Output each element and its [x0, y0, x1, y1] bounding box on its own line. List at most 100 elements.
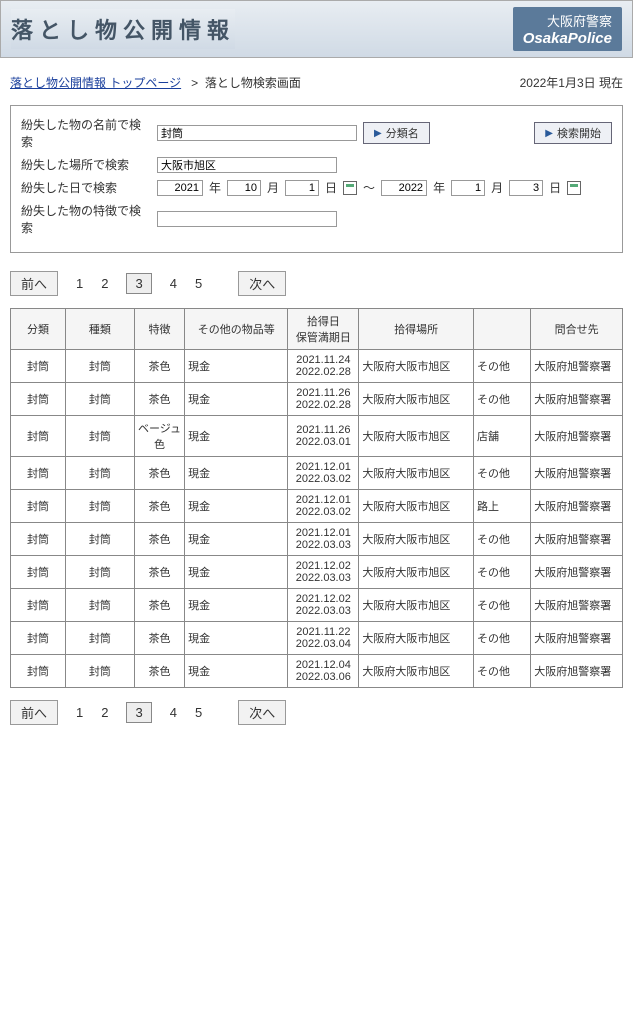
table-row: 封筒封筒茶色現金2021.11.26 2022.02.28大阪府大阪市旭区その他… — [11, 383, 623, 416]
breadcrumb-current: 落とし物検索画面 — [205, 76, 301, 90]
table-header: 種類 — [66, 309, 135, 350]
calendar-icon[interactable] — [567, 181, 581, 195]
page-4[interactable]: 4 — [170, 705, 177, 720]
date-tilde: ～ — [363, 179, 375, 196]
table-header — [473, 309, 530, 350]
cell-cat: 封筒 — [11, 589, 66, 622]
search-feature-label: 紛失した物の特徴で検索 — [21, 202, 151, 236]
page-2[interactable]: 2 — [101, 276, 108, 291]
category-button[interactable]: ▶ 分類名 — [363, 122, 430, 144]
calendar-icon[interactable] — [343, 181, 357, 195]
cell-type: 封筒 — [66, 589, 135, 622]
cell-contact: 大阪府旭警察署 — [531, 350, 623, 383]
pagination-top: 前へ 1 2 3 4 5 次へ — [0, 265, 633, 302]
page-4[interactable]: 4 — [170, 276, 177, 291]
cell-date: 2021.11.22 2022.03.04 — [288, 622, 359, 655]
to-day-input[interactable] — [509, 180, 543, 196]
cell-date: 2021.12.01 2022.03.02 — [288, 490, 359, 523]
cell-cat: 封筒 — [11, 655, 66, 688]
table-row: 封筒封筒茶色現金2021.12.01 2022.03.02大阪府大阪市旭区その他… — [11, 457, 623, 490]
table-row: 封筒封筒ベージュ色現金2021.11.26 2022.03.01大阪府大阪市旭区… — [11, 416, 623, 457]
cell-date: 2021.12.02 2022.03.03 — [288, 589, 359, 622]
table-row: 封筒封筒茶色現金2021.12.02 2022.03.03大阪府大阪市旭区その他… — [11, 556, 623, 589]
arrow-icon: ▶ — [374, 128, 382, 139]
cell-cat: 封筒 — [11, 490, 66, 523]
month-suffix: 月 — [491, 179, 503, 196]
breadcrumb: 落とし物公開情報 トップページ > 落とし物検索画面 2022年1月3日 現在 — [0, 68, 633, 97]
table-header: その他の物品等 — [185, 309, 288, 350]
cell-type: 封筒 — [66, 490, 135, 523]
cell-other: 現金 — [185, 350, 288, 383]
to-year-input[interactable] — [381, 180, 427, 196]
org-en: OsakaPolice — [523, 30, 612, 47]
cell-loc: 大阪府大阪市旭区 — [359, 523, 474, 556]
search-form: 紛失した物の名前で検索 ▶分類名 ▶検索開始 紛失した場所で検索 紛失した日で検… — [10, 105, 623, 253]
cell-found: その他 — [473, 350, 530, 383]
search-feature-input[interactable] — [157, 211, 337, 227]
search-name-input[interactable] — [157, 125, 357, 141]
search-date-label: 紛失した日で検索 — [21, 179, 151, 196]
cell-cat: 封筒 — [11, 523, 66, 556]
cell-cat: 封筒 — [11, 383, 66, 416]
cell-date: 2021.11.26 2022.03.01 — [288, 416, 359, 457]
cell-feat: 茶色 — [134, 490, 184, 523]
cell-loc: 大阪府大阪市旭区 — [359, 655, 474, 688]
cell-loc: 大阪府大阪市旭区 — [359, 416, 474, 457]
year-suffix: 年 — [433, 179, 445, 196]
to-month-input[interactable] — [451, 180, 485, 196]
breadcrumb-sep: > — [191, 76, 198, 90]
from-year-input[interactable] — [157, 180, 203, 196]
cell-feat: 茶色 — [134, 655, 184, 688]
cell-contact: 大阪府旭警察署 — [531, 655, 623, 688]
cell-loc: 大阪府大阪市旭区 — [359, 490, 474, 523]
from-month-input[interactable] — [227, 180, 261, 196]
cell-found: その他 — [473, 556, 530, 589]
table-header: 特徴 — [134, 309, 184, 350]
search-start-button[interactable]: ▶検索開始 — [534, 122, 612, 144]
month-suffix: 月 — [267, 179, 279, 196]
cell-contact: 大阪府旭警察署 — [531, 416, 623, 457]
cell-feat: 茶色 — [134, 383, 184, 416]
cell-contact: 大阪府旭警察署 — [531, 589, 623, 622]
category-button-label: 分類名 — [386, 125, 419, 141]
cell-loc: 大阪府大阪市旭区 — [359, 457, 474, 490]
cell-other: 現金 — [185, 622, 288, 655]
year-suffix: 年 — [209, 179, 221, 196]
page-3[interactable]: 3 — [126, 273, 151, 294]
cell-loc: 大阪府大阪市旭区 — [359, 383, 474, 416]
page-5[interactable]: 5 — [195, 705, 202, 720]
cell-cat: 封筒 — [11, 416, 66, 457]
cell-cat: 封筒 — [11, 457, 66, 490]
table-header: 拾得日 保管満期日 — [288, 309, 359, 350]
day-suffix: 日 — [549, 179, 561, 196]
page-5[interactable]: 5 — [195, 276, 202, 291]
breadcrumb-top-link[interactable]: 落とし物公開情報 トップページ — [10, 76, 181, 90]
cell-other: 現金 — [185, 383, 288, 416]
page-1[interactable]: 1 — [76, 276, 83, 291]
cell-type: 封筒 — [66, 416, 135, 457]
pagination-bottom: 前へ 1 2 3 4 5 次へ — [0, 694, 633, 731]
prev-button[interactable]: 前へ — [10, 700, 58, 725]
cell-type: 封筒 — [66, 383, 135, 416]
cell-cat: 封筒 — [11, 556, 66, 589]
cell-contact: 大阪府旭警察署 — [531, 556, 623, 589]
table-row: 封筒封筒茶色現金2021.12.01 2022.03.03大阪府大阪市旭区その他… — [11, 523, 623, 556]
cell-cat: 封筒 — [11, 622, 66, 655]
cell-other: 現金 — [185, 490, 288, 523]
cell-found: その他 — [473, 655, 530, 688]
prev-button[interactable]: 前へ — [10, 271, 58, 296]
cell-feat: 茶色 — [134, 622, 184, 655]
search-place-input[interactable] — [157, 157, 337, 173]
cell-feat: 茶色 — [134, 523, 184, 556]
table-row: 封筒封筒茶色現金2021.12.01 2022.03.02大阪府大阪市旭区路上大… — [11, 490, 623, 523]
cell-found: その他 — [473, 589, 530, 622]
cell-loc: 大阪府大阪市旭区 — [359, 622, 474, 655]
from-day-input[interactable] — [285, 180, 319, 196]
table-row: 封筒封筒茶色現金2021.11.22 2022.03.04大阪府大阪市旭区その他… — [11, 622, 623, 655]
page-2[interactable]: 2 — [101, 705, 108, 720]
cell-found: 店舗 — [473, 416, 530, 457]
page-3[interactable]: 3 — [126, 702, 151, 723]
next-button[interactable]: 次へ — [238, 271, 286, 296]
page-1[interactable]: 1 — [76, 705, 83, 720]
next-button[interactable]: 次へ — [238, 700, 286, 725]
